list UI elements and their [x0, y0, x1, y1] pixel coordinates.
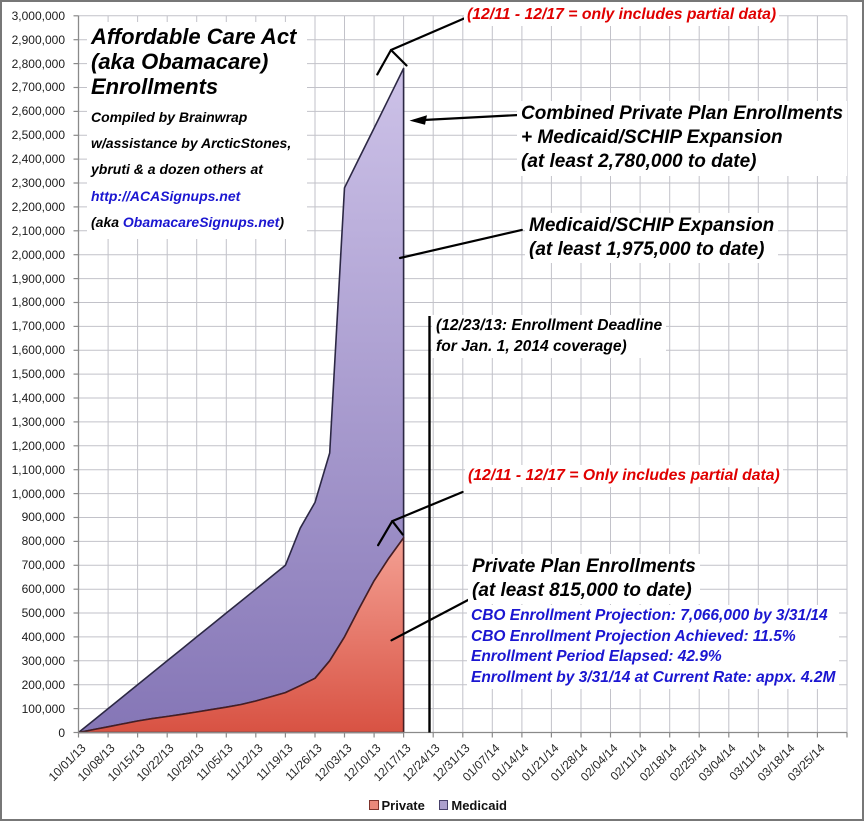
y-tick-label: 1,200,000 — [11, 438, 65, 453]
y-tick-label: 300,000 — [21, 653, 65, 668]
y-tick-label: 400,000 — [21, 629, 65, 644]
y-tick-label: 1,500,000 — [11, 367, 65, 382]
y-tick-label: 2,800,000 — [11, 56, 65, 71]
y-tick-label: 100,000 — [21, 701, 65, 716]
credit-block: Compiled by Brainwrap w/assistance by Ar… — [91, 104, 307, 235]
chart-title: Affordable Care Act (aka Obamacare) Enro… — [91, 24, 307, 99]
legend-item-private: Private — [369, 798, 425, 813]
partial-data-note-top: (12/11 - 12/17 = only includes partial d… — [464, 4, 780, 26]
y-tick-label: 2,400,000 — [11, 152, 65, 167]
y-tick-label: 2,900,000 — [11, 32, 65, 47]
enrollment-deadline-callout: (12/23/13: Enrollment Deadline for Jan. … — [432, 315, 667, 358]
y-tick-label: 2,300,000 — [11, 176, 65, 191]
combined-enrollments-callout: Combined Private Plan Enrollments + Medi… — [517, 101, 848, 176]
cbo-projection-block: CBO Enrollment Projection: 7,066,000 by … — [467, 605, 840, 690]
y-tick-label: 1,300,000 — [11, 414, 65, 429]
credit-line-1: Compiled by Brainwrap — [91, 109, 248, 125]
y-tick-label: 900,000 — [21, 510, 65, 525]
medicaid-swatch-icon — [438, 800, 449, 810]
credit-line-3: ybruti & a dozen others at — [91, 161, 263, 178]
y-tick-label: 1,000,000 — [11, 486, 65, 501]
y-tick-label: 1,600,000 — [11, 343, 65, 358]
y-tick-label: 2,600,000 — [11, 104, 65, 119]
private-plan-callout: Private Plan Enrollments (at least 815,0… — [468, 554, 700, 605]
y-tick-label: 1,400,000 — [11, 391, 65, 406]
chart-title-block: Affordable Care Act (aka Obamacare) Enro… — [87, 22, 307, 240]
private-swatch-icon — [369, 800, 379, 810]
y-tick-label: 500,000 — [21, 606, 65, 621]
legend-item-medicaid: Medicaid — [438, 797, 507, 813]
y-tick-label: 600,000 — [21, 582, 65, 597]
acasignups-link[interactable]: http://ACASignups.net — [91, 187, 241, 204]
partial-data-note-middle: (12/11 - 12/17 = Only includes partial d… — [465, 465, 783, 487]
y-tick-label: 200,000 — [21, 677, 65, 692]
y-tick-label: 1,800,000 — [11, 295, 65, 310]
y-tick-label: 2,700,000 — [11, 80, 65, 95]
private-area — [77, 536, 405, 734]
y-tick-label: 2,000,000 — [11, 247, 65, 262]
y-tick-label: 3,000,000 — [11, 8, 65, 23]
credit-line-2: w/assistance by ArcticStones, — [91, 135, 292, 152]
y-tick-label: 2,100,000 — [11, 223, 65, 238]
y-tick-label: 1,900,000 — [11, 271, 65, 286]
y-tick-label: 0 — [58, 725, 65, 740]
title-line-3: Enrollments — [91, 74, 219, 99]
y-tick-label: 2,200,000 — [11, 199, 65, 214]
obamacaresignups-link[interactable]: ObamacareSignups.net — [122, 213, 280, 230]
y-tick-label: 2,500,000 — [11, 128, 65, 143]
legend-private-label: Private — [381, 797, 425, 813]
medicaid-expansion-callout: Medicaid/SCHIP Expansion (at least 1,975… — [525, 213, 779, 264]
title-line-1: Affordable Care Act — [91, 24, 297, 49]
title-line-2: (aka Obamacare) — [91, 49, 269, 74]
y-tick-label: 1,700,000 — [11, 319, 65, 334]
legend-medicaid-label: Medicaid — [451, 797, 507, 813]
y-tick-label: 800,000 — [21, 534, 65, 549]
chart-legend: Private Medicaid — [6, 794, 862, 816]
aka-line: (aka ObamacareSignups.net) — [91, 213, 284, 230]
y-tick-label: 1,100,000 — [11, 462, 65, 477]
y-tick-label: 700,000 — [21, 558, 65, 573]
